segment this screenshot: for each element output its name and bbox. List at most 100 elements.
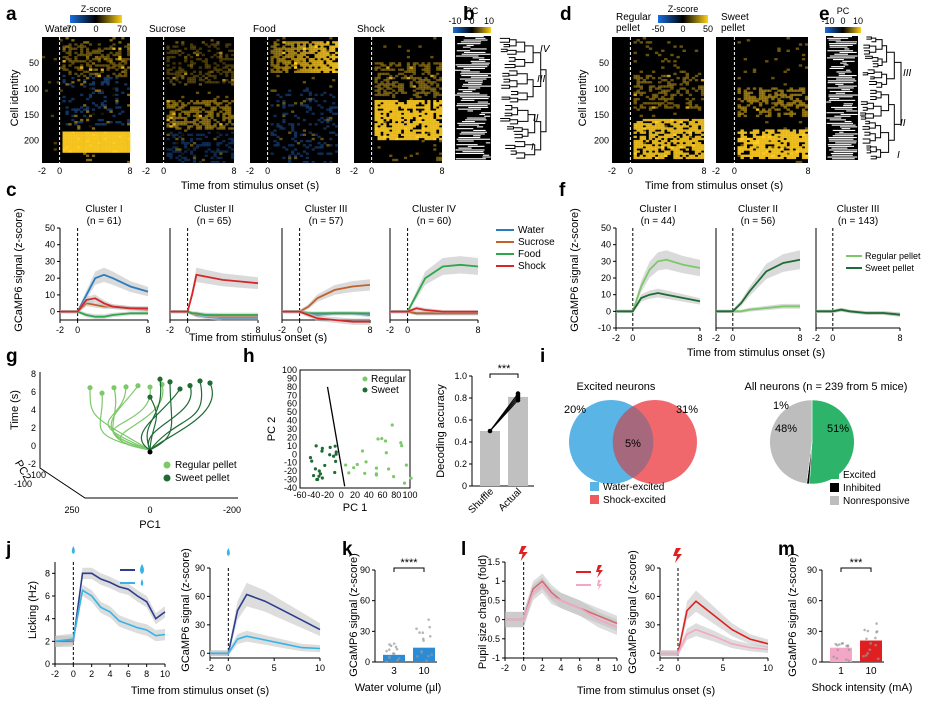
panel-d-heatmap-cell (786, 37, 790, 40)
panel-e-dendro-branch (877, 58, 883, 66)
panel-a-heatmap-cell (115, 87, 119, 90)
panel-b-pc-bar (458, 140, 474, 142)
panel-a-heatmap-cell (204, 104, 208, 107)
panel-a-heatmap-cell (279, 137, 283, 141)
panel-a-heatmap-cell (106, 53, 110, 57)
panel-a-heatmap-cell (311, 64, 315, 67)
panel-a-heatmap-cell (421, 89, 425, 92)
panel-d-heatmap-cell (676, 123, 680, 126)
panel-j-gcamp-water-drop-icon (226, 548, 230, 556)
panel-d-heatmap-cell (673, 137, 677, 141)
panel-d-heatmap-cell (664, 58, 668, 61)
panel-a-heatmap-cell (436, 135, 440, 139)
panel-d-heatmap-cell (752, 95, 757, 99)
panel-d-heatmap-cell (737, 76, 741, 80)
panel-a-heatmap-cell (276, 125, 280, 128)
panel-g-endpoint (99, 390, 105, 396)
panel-a-heatmap-cell (374, 104, 378, 107)
panel-a-heatmap-cell (94, 68, 98, 71)
panel-d-heatmap-cell (691, 123, 696, 126)
panel-a-heatmap-cell (207, 72, 211, 76)
panel-a-heatmap-cell (273, 139, 277, 143)
panel-a-heatmap-cell (395, 81, 399, 84)
panel-a-heatmap-cell (332, 53, 336, 57)
panel-a-cbar-tick: 70 (117, 24, 127, 34)
panel-d-heatmap-cell (691, 146, 696, 149)
panel-b-pc-bar (482, 154, 490, 156)
panel-d-heatmap-cell (758, 87, 763, 90)
panel-a-heatmap-cell (118, 62, 122, 65)
panel-a-heatmap-cell (166, 45, 170, 48)
panel-a-heatmap-cell (216, 104, 220, 107)
panel-d-heatmap-cell (642, 129, 647, 132)
panel-h-xtick: -20 (321, 490, 334, 500)
panel-d-heatmap-cell (758, 97, 763, 101)
panel-d-heatmap-cell (780, 154, 784, 157)
panel-d-heatmap-cell (801, 102, 806, 105)
panel-c-chart-ytick: 50 (45, 223, 55, 233)
panel-d-heatmap-cell (645, 74, 650, 78)
panel-a-heatmap-cell (228, 68, 232, 71)
panel-a-heatmap-cell (395, 158, 399, 162)
panel-a-heatmap-cell (383, 135, 387, 139)
panel-a-heatmap-cell (311, 97, 315, 101)
panel-a-heatmap-cell (415, 100, 419, 103)
panel-a-heatmap-cell (178, 66, 182, 69)
panel-d-heatmap-cell (783, 139, 787, 143)
panel-a-heatmap-cell (231, 137, 235, 141)
panel-a-heatmap-cell (285, 93, 289, 97)
panel-a-heatmap-cell (424, 76, 428, 80)
panel-a-heatmap-cell (421, 106, 425, 109)
panel-a-heatmap-cell (77, 137, 81, 141)
panel-a-heatmap-cell (415, 112, 419, 115)
panel-a-heatmap-cell (329, 160, 333, 164)
panel-a-heatmap-cell (392, 129, 396, 132)
panel-b-pc-tick: 10 (484, 16, 494, 26)
panel-a-heatmap-cell (335, 41, 339, 44)
panel-a-heatmap-cell (294, 60, 298, 63)
panel-a-heatmap-cell (302, 129, 306, 132)
panel-a-heatmap-cell (225, 108, 229, 111)
panel-a-heatmap-cell (100, 49, 104, 52)
panel-d-heatmap-cell (783, 154, 787, 157)
panel-a-heatmap-cell (219, 152, 223, 155)
panel-e-dendro-branch (880, 132, 890, 153)
panel-d-heatmap-cell (783, 152, 787, 155)
panel-a-heatmap-cell (392, 114, 396, 118)
panel-a-title: Water (45, 24, 72, 35)
panel-d-heatmap-cell (664, 79, 668, 82)
panel-a-heatmap-cell (124, 142, 128, 145)
panel-d-heatmap-cell (688, 156, 693, 160)
panel-a-heatmap-cell (415, 106, 419, 109)
panel-d-heatmap-cell (758, 150, 763, 153)
panel-a-heatmap-cell (282, 47, 286, 50)
panel-a-heatmap-cell (374, 110, 378, 113)
panel-a-heatmap-cell (225, 150, 229, 153)
panel-a-heatmap-cell (332, 66, 336, 69)
panel-a-heatmap-cell (172, 102, 176, 105)
panel-a-heatmap-cell (213, 152, 217, 155)
panel-a-heatmap-cell (279, 66, 283, 69)
panel-a-heatmap-cell (198, 110, 202, 113)
panel-a-heatmap-cell (323, 58, 327, 61)
panel-a-heatmap-cell (270, 104, 274, 107)
panel-a-heatmap-cell (288, 160, 292, 164)
panel-d-heatmap-cell (752, 70, 757, 73)
panel-d-heatmap-cell (670, 85, 674, 88)
panel-a-heatmap-cell (86, 41, 90, 44)
panel-a-heatmap-cell (320, 121, 324, 124)
panel-a-heatmap-cell (166, 60, 170, 63)
panel-d-heatmap-cell (762, 142, 766, 145)
panel-a-heatmap-cell (386, 102, 390, 105)
panel-d-heatmap-cell (737, 146, 741, 149)
panel-a-heatmap-cell (62, 137, 66, 141)
panel-a-heatmap-cell (190, 137, 194, 141)
panel-a-heatmap-cell (415, 93, 419, 97)
panel-a-heatmap-cell (127, 66, 131, 69)
panel-a-heatmap-cell (288, 47, 292, 50)
panel-a-heatmap-cell (106, 47, 110, 50)
panel-a-heatmap-cell (74, 51, 78, 55)
panel-a-heatmap-cell (433, 104, 437, 107)
panel-a-heatmap-cell (88, 64, 93, 67)
panel-a-heatmap-cell (400, 72, 405, 76)
